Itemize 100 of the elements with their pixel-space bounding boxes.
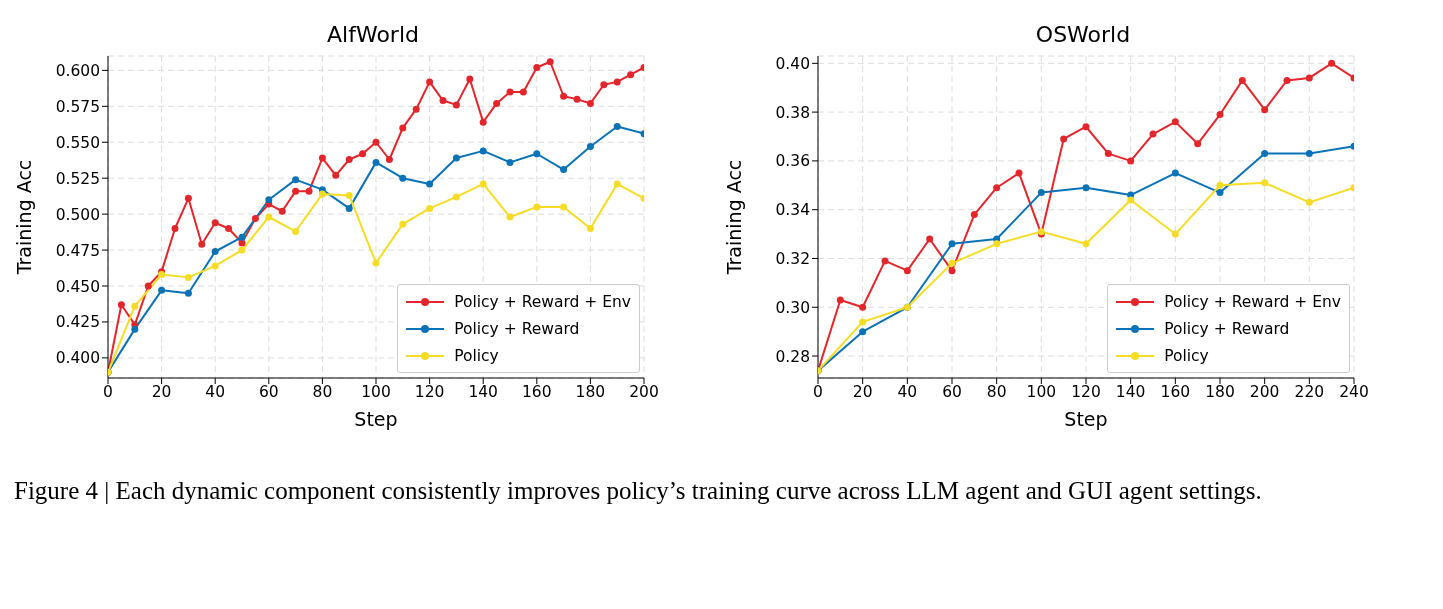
point	[948, 240, 956, 248]
y-tick-label: 0.475	[55, 241, 100, 260]
y-tick-label: 0.38	[775, 103, 810, 122]
x-axis-title: Step	[354, 408, 398, 430]
x-tick-label: 220	[1294, 383, 1325, 402]
point	[1171, 230, 1179, 238]
point	[452, 101, 460, 109]
point	[993, 184, 1001, 192]
point	[184, 289, 192, 297]
x-tick-label: 80	[312, 383, 333, 402]
point	[560, 203, 568, 211]
point	[1104, 150, 1112, 158]
point	[1082, 123, 1090, 131]
point	[318, 154, 326, 162]
x-tick-label: 40	[205, 383, 226, 402]
point	[131, 325, 139, 333]
point	[251, 214, 259, 222]
point	[586, 99, 594, 107]
point	[1127, 196, 1135, 204]
caption: Figure 4 | Each dynamic component consistently improves policy’s training curve across LLM agent and GUI agent settings.	[13, 476, 1263, 506]
point	[506, 88, 514, 96]
x-tick-label: 160	[522, 383, 552, 402]
point	[1305, 74, 1313, 82]
point	[519, 88, 527, 96]
point	[1216, 111, 1224, 119]
y-tick-label: 0.40	[775, 54, 810, 73]
x-tick-label: 40	[897, 383, 918, 402]
point	[479, 118, 487, 126]
x-tick-label: 20	[151, 383, 172, 402]
y-tick-label: 0.425	[55, 313, 100, 332]
point	[1216, 189, 1224, 197]
point	[225, 225, 233, 232]
chart-title: OSWorld	[1034, 22, 1132, 47]
point	[506, 158, 514, 166]
legend-label: Policy + Reward + Env	[454, 292, 631, 311]
point	[970, 211, 978, 219]
x-tick-label: 200	[629, 383, 659, 402]
point	[1194, 140, 1202, 148]
x-tick-label: 200	[1249, 383, 1280, 402]
x-tick-label: 0	[813, 383, 823, 402]
point	[859, 318, 867, 326]
point	[345, 204, 353, 212]
point	[586, 225, 594, 232]
point	[1015, 169, 1023, 177]
point	[1171, 169, 1179, 177]
point	[613, 180, 621, 188]
point	[372, 259, 380, 267]
legend-label: Policy	[454, 346, 499, 365]
point	[546, 58, 554, 66]
y-tick-label: 0.550	[55, 133, 100, 152]
x-tick-label: 120	[1071, 383, 1101, 402]
point	[586, 143, 594, 151]
x-tick-label: 0	[103, 383, 113, 402]
point	[533, 64, 541, 71]
x-tick-label: 180	[575, 383, 606, 402]
point	[292, 227, 300, 235]
point	[238, 246, 246, 254]
legend-label: Policy + Reward	[454, 319, 580, 338]
point	[1261, 150, 1269, 158]
point	[1283, 76, 1291, 84]
point	[131, 302, 139, 310]
legend-label: Policy + Reward	[1164, 319, 1290, 338]
point	[1261, 179, 1269, 187]
x-tick-label: 20	[852, 383, 873, 402]
point	[993, 240, 1001, 248]
point	[560, 166, 568, 174]
point	[1149, 130, 1157, 138]
point	[238, 233, 246, 241]
point	[158, 286, 166, 294]
point	[292, 187, 300, 195]
point	[1328, 59, 1336, 67]
point	[117, 301, 125, 309]
x-tick-label: 60	[942, 383, 962, 402]
point	[144, 282, 152, 290]
point	[479, 147, 487, 155]
point	[836, 296, 844, 304]
point	[1238, 76, 1246, 84]
point	[533, 203, 541, 211]
point	[372, 158, 380, 166]
point	[359, 150, 367, 158]
x-tick-label: 180	[1205, 383, 1235, 402]
point	[399, 220, 407, 228]
x-tick-label: 100	[1026, 383, 1057, 402]
point	[903, 267, 911, 275]
point	[1305, 198, 1313, 206]
y-tick-label: 0.500	[55, 205, 100, 224]
y-axis-title: Training Acc	[12, 159, 35, 276]
y-tick-label: 0.32	[775, 249, 810, 268]
point	[332, 171, 340, 179]
y-tick-label: 0.400	[55, 349, 100, 368]
point	[1127, 157, 1135, 165]
x-tick-label: 60	[258, 383, 279, 402]
point	[318, 190, 326, 198]
y-tick-label: 0.36	[775, 152, 810, 171]
point	[211, 219, 219, 227]
point	[1216, 181, 1224, 189]
point	[211, 248, 219, 255]
point	[573, 95, 581, 103]
point	[533, 150, 541, 158]
point	[426, 204, 434, 212]
